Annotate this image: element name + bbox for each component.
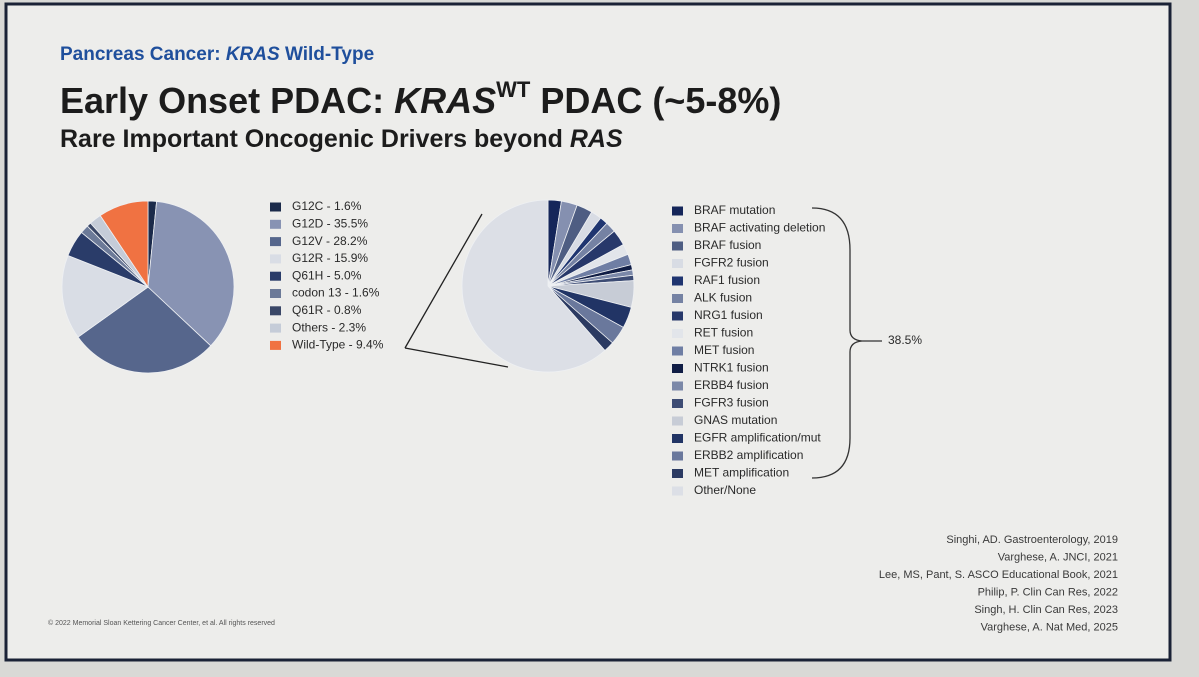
legend-label: RET fusion <box>694 326 753 340</box>
legend-label: ERBB2 amplification <box>694 448 803 462</box>
legend-label: MET amplification <box>694 466 789 480</box>
legend-swatch <box>270 254 281 264</box>
legend-swatch <box>672 329 683 338</box>
legend-swatch <box>270 323 281 333</box>
legend-swatch <box>672 259 683 268</box>
legend-label: Q61H - 5.0% <box>292 268 362 282</box>
legend-label: Other/None <box>694 483 756 497</box>
reference: Varghese, A. JNCI, 2021 <box>998 551 1118 563</box>
legend-label: G12C - 1.6% <box>292 199 362 213</box>
kicker-text: KRAS <box>226 44 280 65</box>
legend-swatch <box>672 206 683 216</box>
legend-label: Q61R - 0.8% <box>292 303 362 317</box>
legend-swatch <box>270 219 281 229</box>
legend-swatch <box>672 469 683 478</box>
legend-label: ERBB4 fusion <box>694 378 769 392</box>
reference: Lee, MS, Pant, S. ASCO Educational Book,… <box>879 569 1118 581</box>
legend-swatch <box>270 289 281 298</box>
connector <box>404 213 483 349</box>
legend-label: NRG1 fusion <box>694 308 763 322</box>
reference: Singh, H. Clin Can Res, 2023 <box>974 604 1118 616</box>
legend-swatch <box>672 451 683 461</box>
pie-slice <box>99 200 149 289</box>
legend-label: MET fusion <box>694 343 754 357</box>
legend-label: FGFR2 fusion <box>694 256 769 270</box>
legend-swatch <box>672 399 683 408</box>
legend-label: RAF1 fusion <box>694 273 760 287</box>
legend-swatch <box>672 294 683 303</box>
legend-swatch <box>672 381 683 391</box>
legend-swatch <box>672 311 683 321</box>
connector <box>404 347 509 368</box>
legend-label: codon 13 - 1.6% <box>292 286 380 300</box>
legend-label: BRAF mutation <box>694 203 775 217</box>
legend-swatch <box>672 241 683 251</box>
pie-slice <box>461 199 606 373</box>
legend-swatch <box>672 486 683 496</box>
legend-label: G12D - 35.5% <box>292 216 368 230</box>
legend-swatch <box>270 237 281 247</box>
legend-swatch <box>672 434 683 443</box>
footer: © 2022 Memorial Sloan Kettering Cancer C… <box>48 619 275 627</box>
kicker-text: Pancreas Cancer: <box>60 44 226 65</box>
title-text: PDAC (~5-8%) <box>530 80 781 121</box>
legend-label: G12R - 15.9% <box>292 251 368 265</box>
title-text: KRAS <box>394 80 496 121</box>
legend-swatch <box>270 306 281 316</box>
legend-swatch <box>672 224 683 233</box>
legend-label: GNAS mutation <box>694 413 777 427</box>
subtitle-text: Rare Important Oncogenic Drivers beyond <box>60 125 570 153</box>
title: Early Onset PDAC: KRASWT PDAC (~5-8%) <box>60 77 781 121</box>
pie-slice <box>147 200 235 347</box>
pie-slice <box>77 286 212 374</box>
annotation: 38.5% <box>888 333 922 347</box>
kicker: Pancreas Cancer: KRAS Wild-Type <box>60 44 374 65</box>
reference: Singhi, AD. Gastroenterology, 2019 <box>946 534 1118 546</box>
subtitle: Rare Important Oncogenic Drivers beyond … <box>60 125 623 153</box>
legend-swatch <box>672 416 683 426</box>
legend-swatch <box>270 340 281 350</box>
legend-label: EGFR amplification/mut <box>694 431 821 445</box>
reference: Philip, P. Clin Can Res, 2022 <box>978 586 1118 598</box>
legend-label: BRAF fusion <box>694 238 761 252</box>
legend-swatch <box>672 364 683 373</box>
legend-label: Others - 2.3% <box>292 320 366 334</box>
legend-label: BRAF activating deletion <box>694 221 825 235</box>
title-text: WT <box>496 77 531 102</box>
subtitle-text: RAS <box>570 125 623 153</box>
legend-label: NTRK1 fusion <box>694 361 769 375</box>
legend-label: Wild-Type - 9.4% <box>292 338 384 352</box>
legend-label: G12V - 28.2% <box>292 234 368 248</box>
legend-swatch <box>270 271 281 281</box>
legend-swatch <box>270 202 281 212</box>
reference: Varghese, A. Nat Med, 2025 <box>981 621 1118 633</box>
legend-label: ALK fusion <box>694 291 752 305</box>
legend-swatch <box>672 276 683 286</box>
title-text: Early Onset PDAC: <box>60 80 394 121</box>
kicker-text: Wild-Type <box>280 44 374 65</box>
pie-slice <box>61 255 149 338</box>
legend-label: FGFR3 fusion <box>694 396 769 410</box>
legend-swatch <box>672 346 683 356</box>
